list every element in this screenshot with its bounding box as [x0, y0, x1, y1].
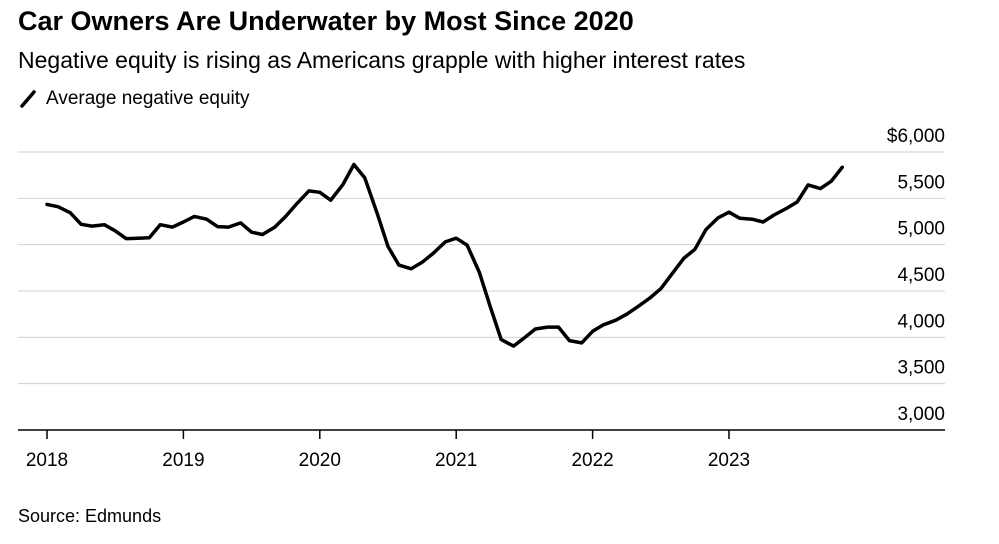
y-tick-label: 3,500 [897, 358, 945, 379]
legend-label: Average negative equity [46, 88, 250, 109]
x-tick-label: 2023 [708, 450, 750, 471]
legend: Average negative equity [18, 88, 250, 110]
y-tick-label: 4,500 [897, 265, 945, 286]
y-tick-label: $6,000 [887, 126, 945, 147]
y-tick-label: 4,000 [897, 311, 945, 332]
series-line-average-negative-equity [45, 162, 844, 348]
x-tick-label: 2022 [571, 450, 613, 471]
x-tick-label: 2019 [162, 450, 204, 471]
y-tick-label: 5,000 [897, 219, 945, 240]
x-tick-label: 2021 [435, 450, 477, 471]
x-tick-label: 2020 [299, 450, 341, 471]
source-note: Source: Edmunds [18, 506, 162, 526]
x-axis: 2018 2019 2020 2021 2022 2023 [18, 429, 945, 471]
chart-title: Car Owners Are Underwater by Most Since … [18, 6, 634, 36]
y-tick-label: 3,000 [897, 404, 945, 425]
legend-swatch-icon [20, 90, 36, 108]
chart-subtitle: Negative equity is rising as Americans g… [18, 47, 746, 73]
y-tick-label: 5,500 [897, 172, 945, 193]
series-layer [45, 162, 844, 348]
y-axis-ticks: $6,000 5,500 5,000 4,500 4,000 3,500 3,000 [887, 126, 945, 425]
x-tick-label: 2018 [26, 450, 68, 471]
grid-lines [18, 151, 945, 385]
